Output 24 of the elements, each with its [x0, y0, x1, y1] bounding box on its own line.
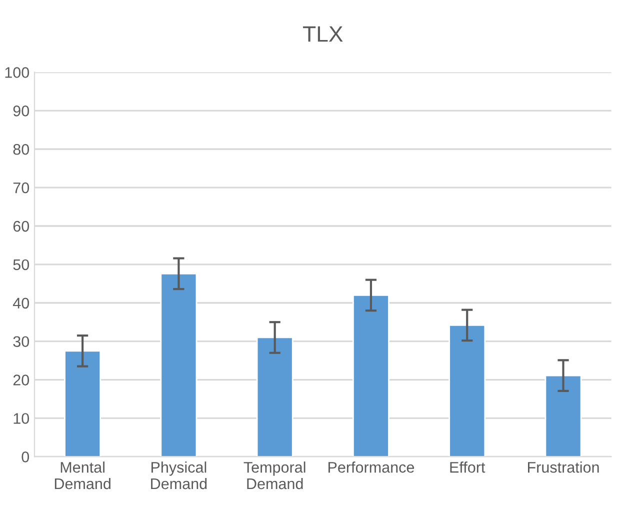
bar — [256, 336, 294, 457]
bar — [160, 272, 198, 457]
y-tick-label: 30 — [13, 336, 30, 348]
x-tick-label: Frustration — [528, 462, 599, 473]
y-tick-label: 70 — [13, 182, 30, 194]
y-tick-label: 80 — [13, 144, 30, 155]
y-tick-label: 50 — [13, 259, 30, 270]
x-tick-label: Temporal Demand — [244, 462, 306, 490]
x-tick-label: Mental Demand — [54, 462, 110, 490]
x-tick-label: Physical Demand — [151, 462, 207, 490]
bar — [448, 324, 486, 457]
x-tick-label: Performance — [328, 462, 414, 473]
y-tick-label: 0 — [22, 452, 30, 462]
y-tick-label: 60 — [13, 220, 30, 232]
bar — [544, 374, 582, 457]
y-tick-label: 100 — [5, 67, 30, 78]
y-tick-label: 40 — [12, 298, 30, 309]
x-tick-label: Effort — [450, 462, 486, 473]
y-tick-label: 20 — [13, 374, 30, 386]
bar — [64, 350, 102, 457]
y-tick-label: 10 — [14, 413, 30, 424]
y-tick-label: 90 — [13, 106, 30, 116]
chart-title: TLX — [303, 26, 343, 42]
bar — [352, 294, 390, 457]
